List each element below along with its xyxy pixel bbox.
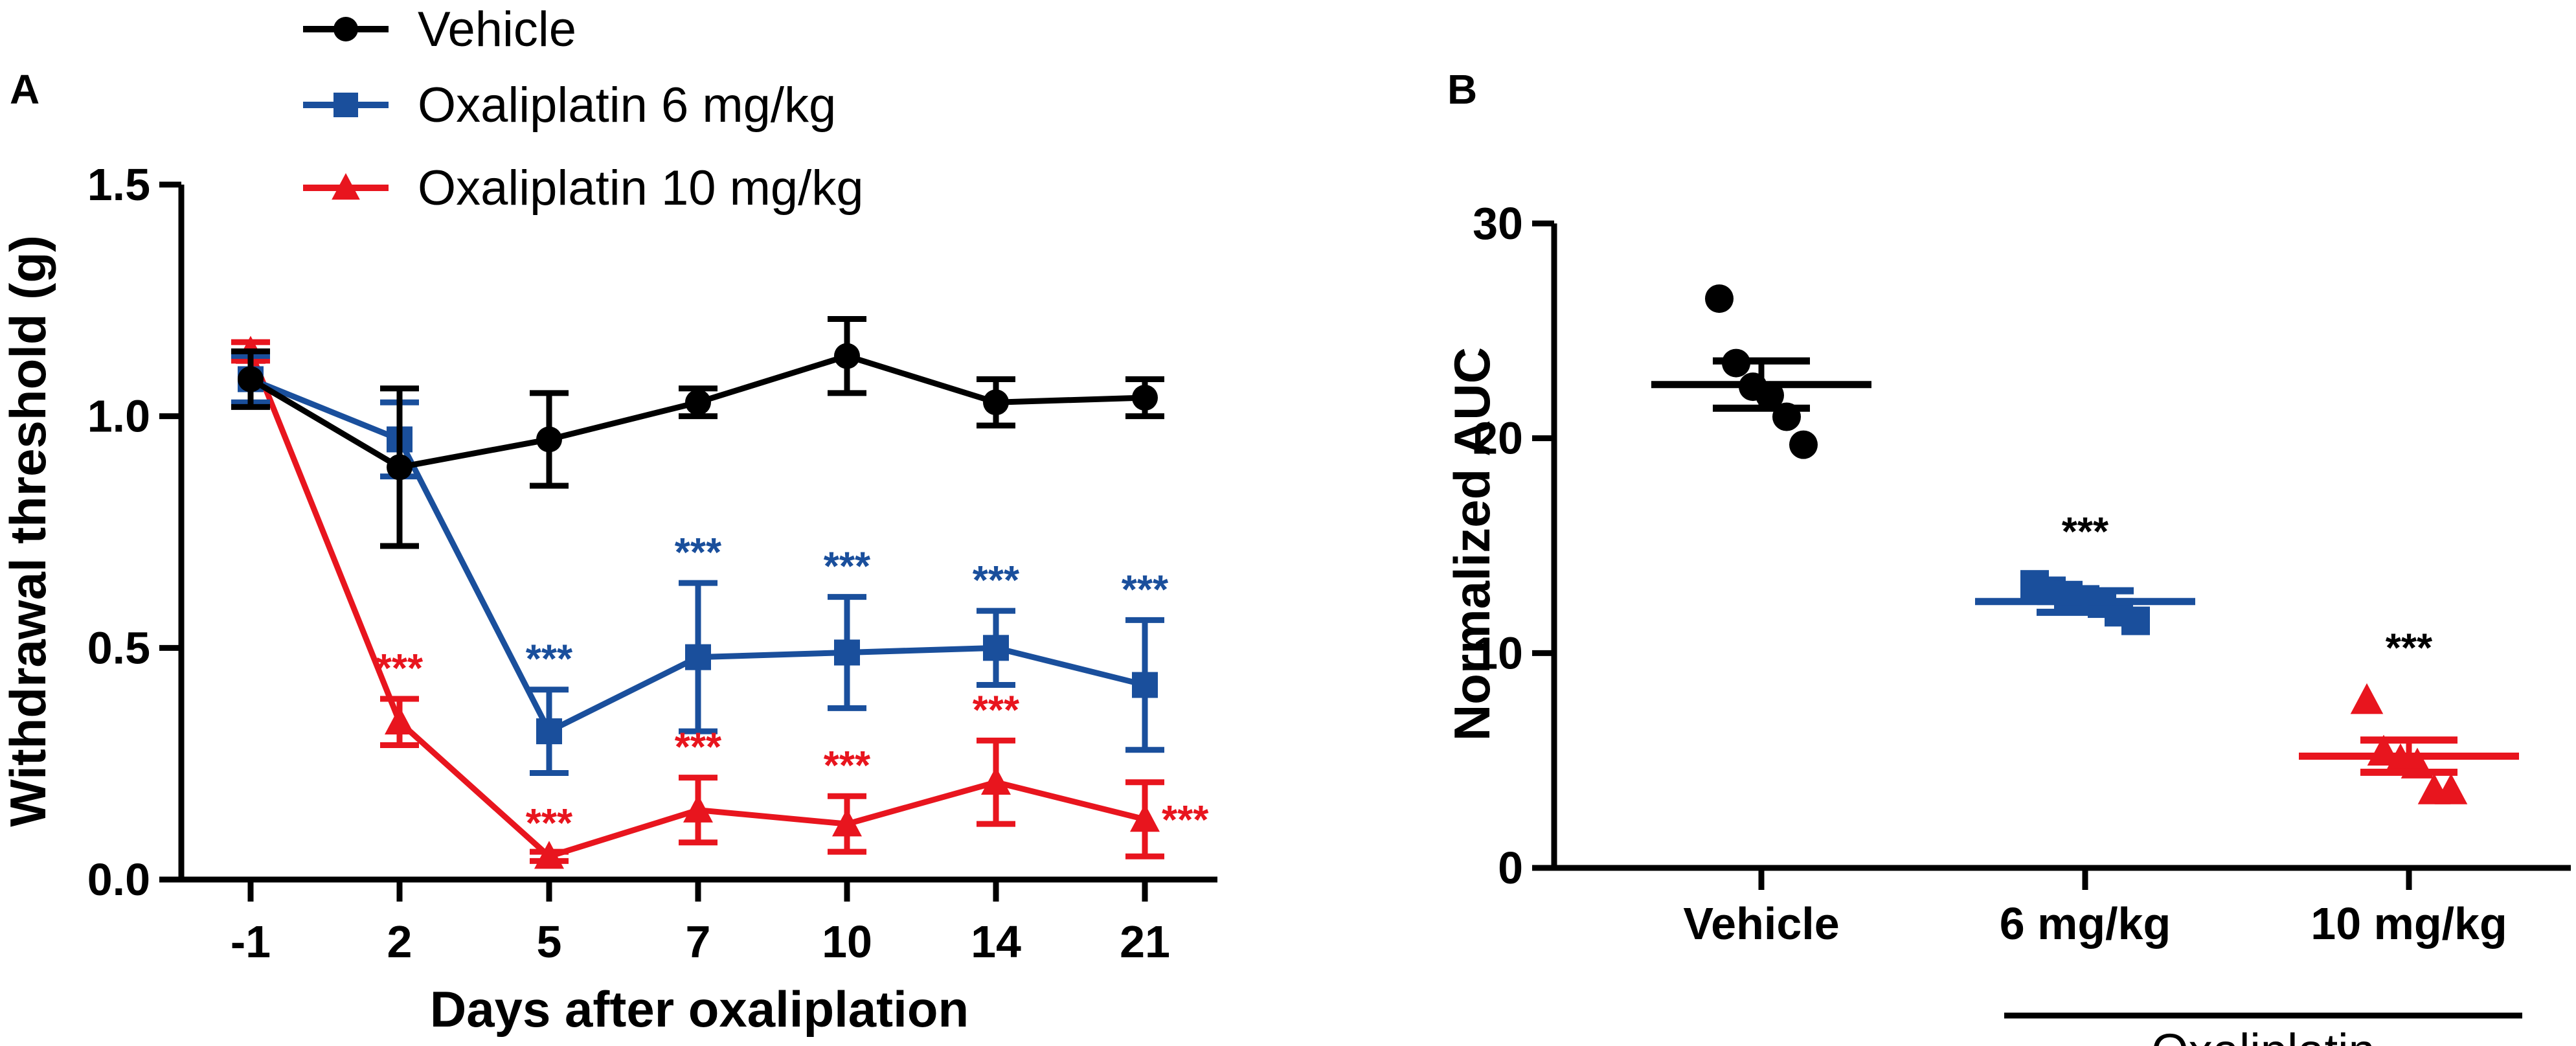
panel-label-b: B bbox=[1447, 66, 1477, 113]
x-tick-label: -1 bbox=[231, 916, 271, 967]
y-tick-label: 0.5 bbox=[87, 622, 150, 673]
legend-marker bbox=[333, 93, 358, 117]
data-point bbox=[1130, 804, 1160, 832]
data-point bbox=[983, 635, 1009, 661]
significance-label: *** bbox=[824, 744, 871, 788]
data-point bbox=[1132, 385, 1158, 411]
data-point bbox=[536, 718, 562, 745]
significance-label: *** bbox=[824, 545, 871, 589]
y-tick-label: 0 bbox=[1498, 843, 1523, 893]
data-point bbox=[1789, 430, 1818, 459]
x-tick-label: 14 bbox=[971, 916, 1021, 967]
data-point bbox=[834, 639, 860, 666]
panel-label-a: A bbox=[10, 66, 40, 113]
significance-label: *** bbox=[675, 725, 722, 770]
significance-label: *** bbox=[1162, 798, 1209, 843]
y-tick-label: 1.0 bbox=[87, 391, 150, 442]
significance-label: *** bbox=[376, 646, 424, 691]
x-tick-label: 21 bbox=[1120, 916, 1170, 967]
y-tick-label: 0.0 bbox=[87, 854, 150, 905]
panel-b-scatter-chart: 0 10 20 30 Normalized AUC Vehicle 6 mg/kg *** 10… bbox=[1443, 198, 2571, 1046]
x-tick-label: 2 bbox=[387, 916, 412, 967]
significance-label: *** bbox=[973, 688, 1020, 733]
data-point bbox=[834, 343, 860, 369]
data-point bbox=[685, 644, 711, 670]
data-point bbox=[1132, 672, 1158, 698]
data-point bbox=[536, 426, 562, 453]
data-point bbox=[385, 706, 414, 734]
oxaliplatin-bracket-label: Oxaliplatin bbox=[2151, 1024, 2375, 1046]
y-tick-label: 10 bbox=[1473, 628, 1523, 678]
y-tick-label: 1.5 bbox=[87, 159, 150, 210]
data-point bbox=[238, 366, 264, 392]
legend-marker bbox=[332, 173, 360, 200]
x-tick-label: 5 bbox=[537, 916, 562, 967]
data-point bbox=[2350, 683, 2384, 714]
legend-marker bbox=[333, 17, 358, 41]
x-axis-title: Days after oxaliplation bbox=[430, 981, 969, 1038]
data-point bbox=[534, 841, 564, 869]
x-tick-label: 7 bbox=[686, 916, 711, 967]
panel-a-line-chart: 0.0 0.5 1.0 1.5 -1 2 5 7 10 14 21 Days after oxalip… bbox=[0, 2, 1217, 1038]
data-point bbox=[832, 808, 862, 837]
significance-label: *** bbox=[526, 801, 573, 846]
data-point bbox=[983, 389, 1009, 416]
x-tick-label: 6 mg/kg bbox=[2000, 898, 2171, 949]
x-tick-label: 10 mg/kg bbox=[2310, 898, 2507, 949]
significance-label: *** bbox=[2062, 510, 2109, 554]
significance-label: *** bbox=[526, 637, 573, 682]
data-point bbox=[981, 766, 1011, 795]
significance-label: *** bbox=[675, 530, 722, 575]
y-tick-label: 30 bbox=[1473, 198, 1523, 249]
data-point bbox=[2434, 773, 2468, 804]
significance-label: *** bbox=[973, 558, 1020, 603]
y-tick-label: 20 bbox=[1473, 413, 1523, 464]
x-tick-label: 10 bbox=[822, 916, 872, 967]
legend-label: Vehicle bbox=[418, 2, 576, 57]
y-axis-title: Normalized AUC bbox=[1443, 347, 1500, 741]
significance-label: *** bbox=[2386, 626, 2433, 670]
data-point bbox=[685, 389, 711, 416]
significance-label: *** bbox=[1122, 567, 1169, 612]
legend-label: Oxaliplatin 10 mg/kg bbox=[418, 161, 864, 216]
y-axis-title: Withdrawal threshold (g) bbox=[0, 235, 56, 827]
data-point bbox=[683, 794, 713, 823]
data-point bbox=[1705, 284, 1734, 313]
x-tick-label: Vehicle bbox=[1683, 898, 1839, 949]
legend-label: Oxaliplatin 6 mg/kg bbox=[418, 78, 836, 133]
data-point bbox=[387, 454, 412, 481]
